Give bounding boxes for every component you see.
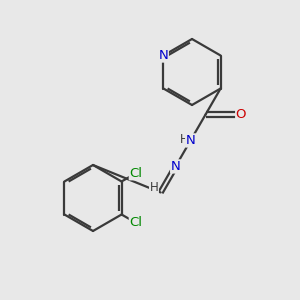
Text: N: N — [186, 134, 196, 147]
Text: N: N — [158, 49, 168, 62]
Text: H: H — [150, 182, 158, 194]
Text: H: H — [180, 134, 188, 146]
Text: N: N — [171, 160, 181, 173]
Text: Cl: Cl — [129, 167, 142, 180]
Text: Cl: Cl — [129, 216, 142, 229]
Text: O: O — [236, 108, 246, 121]
